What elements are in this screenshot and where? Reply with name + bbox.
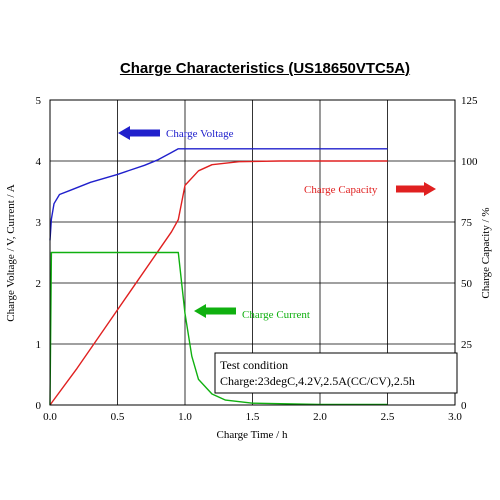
arrow-left-icon [118,126,160,140]
y-left-tick-label: 5 [36,95,42,107]
series-layer [49,148,388,406]
x-tick-label: 1.0 [178,411,192,423]
y-left-tick-label: 4 [36,156,42,168]
x-tick-label: 1.5 [246,411,260,423]
x-tick-label: 3.0 [448,411,462,423]
y-right-tick-label: 125 [461,95,478,107]
y-right-tick-label: 25 [461,339,473,351]
current-label: Charge Current [242,309,310,321]
y-right-tick-label: 50 [461,278,473,290]
x-axis-label: Charge Time / h [216,429,288,441]
current-annotation: Charge Current [194,304,310,321]
test-condition-detail: Charge:23degC,4.2V,2.5A(CC/CV),2.5h [220,374,415,388]
y-axis-left-label: Charge Voltage / V, Current / A [5,184,17,321]
charge-capacity-line [49,160,388,406]
y-right-tick-label: 100 [461,156,478,168]
x-tick-label: 2.0 [313,411,327,423]
charge-voltage-line [49,148,388,241]
y-left-tick-label: 3 [36,217,42,229]
plot-frame [49,99,456,406]
voltage-annotation: Charge Voltage [118,126,234,140]
test-condition-frame [214,352,458,394]
y-right-tick-label: 75 [461,217,473,229]
y-right-tick-label: 0 [461,400,467,412]
test-condition-title: Test condition [220,358,288,372]
y-left-tick-label: 2 [36,278,42,290]
y-left-tick-label: 1 [36,339,42,351]
arrow-right-icon [396,182,436,196]
y-axis-right-label: Charge Capacity / % [480,207,492,298]
x-tick-label: 2.5 [381,411,395,423]
test-condition-box: Test condition Charge:23degC,4.2V,2.5A(C… [214,352,458,394]
capacity-annotation: Charge Capacity [304,182,436,196]
x-tick-label: 0.5 [111,411,125,423]
voltage-label: Charge Voltage [166,128,234,140]
y-left-tick-label: 0 [36,400,42,412]
capacity-label: Charge Capacity [304,184,378,196]
arrow-left-icon [194,304,236,318]
x-tick-label: 0.0 [43,411,57,423]
chart-title: Charge Characteristics (US18650VTC5A) [119,60,411,77]
charge-current-line [49,251,388,406]
